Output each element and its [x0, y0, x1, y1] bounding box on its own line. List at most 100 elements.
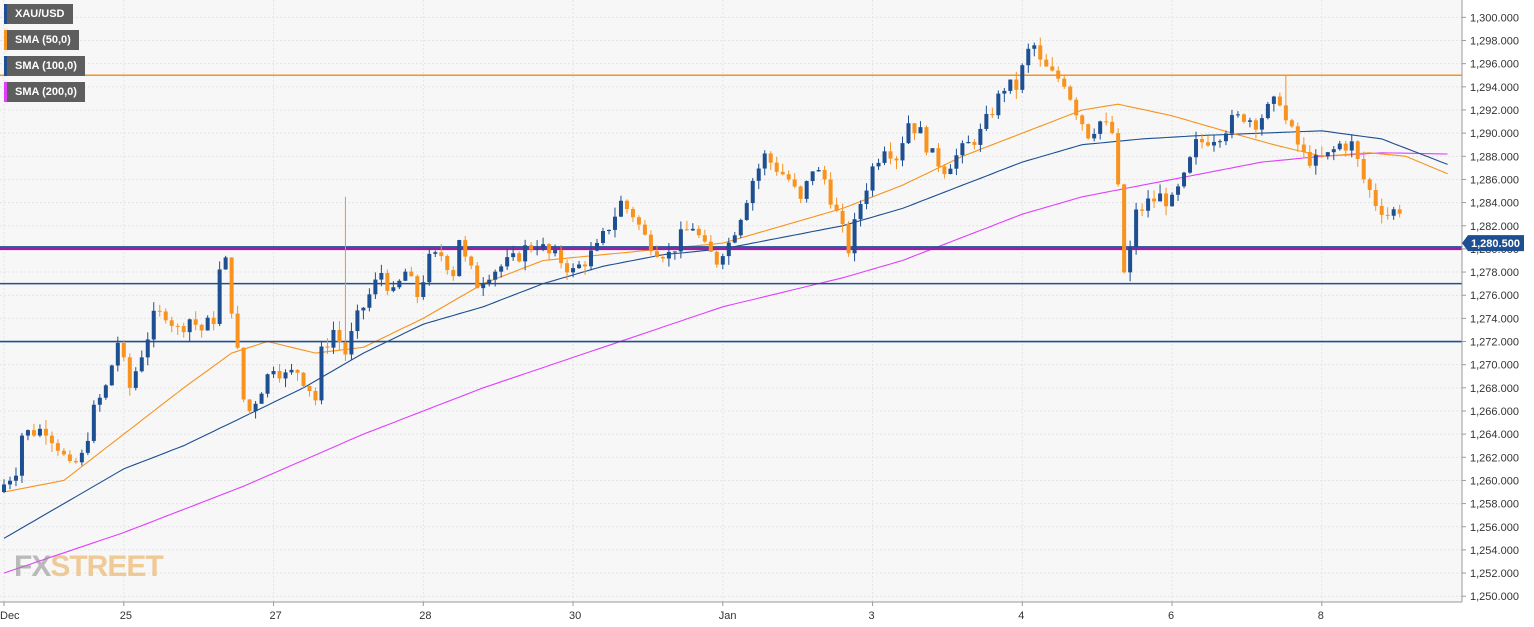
candle-body	[936, 148, 941, 167]
candle-body	[618, 200, 623, 217]
candle-body	[648, 234, 653, 252]
candle-body	[678, 229, 683, 252]
candle-body	[780, 171, 785, 175]
candle-body	[91, 404, 96, 441]
y-tick-label: 1,250.000	[1470, 591, 1519, 603]
candle-body	[109, 365, 114, 386]
candle-body	[367, 294, 372, 308]
candle-body	[744, 203, 749, 220]
legend-label: SMA (200,0)	[15, 86, 77, 98]
y-tick-label: 1,272.000	[1470, 337, 1519, 349]
y-tick-label: 1,286.000	[1470, 174, 1519, 186]
candle-body	[894, 158, 899, 161]
candle-body	[1223, 133, 1228, 142]
candle-body	[660, 256, 665, 259]
candle-body	[343, 342, 348, 355]
candle-body	[1002, 90, 1007, 94]
candle-body	[684, 229, 689, 231]
candle-body	[547, 244, 552, 254]
candle-body	[822, 170, 827, 180]
candle-body	[624, 200, 629, 209]
candle-body	[409, 271, 414, 277]
candle-body	[1325, 152, 1330, 157]
candle-body	[702, 235, 707, 242]
candle-body	[1104, 121, 1109, 123]
candle-body	[900, 143, 905, 161]
x-tick-label: 30	[569, 610, 581, 622]
candle-body	[337, 329, 342, 343]
y-tick-label: 1,284.000	[1470, 198, 1519, 210]
legend-item-sma50[interactable]: SMA (50,0)	[4, 30, 79, 50]
candle-body	[984, 113, 989, 129]
x-tick-label: Jan	[719, 610, 737, 622]
candle-body	[1164, 193, 1169, 207]
candle-body	[1241, 114, 1246, 122]
candle-body	[1397, 209, 1402, 214]
y-tick-label: 1,264.000	[1470, 429, 1519, 441]
legend-item-sma200[interactable]: SMA (200,0)	[4, 82, 85, 102]
candle-body	[930, 148, 935, 153]
candle-body	[163, 311, 168, 321]
candle-body	[349, 331, 354, 355]
candle-body	[529, 245, 534, 250]
y-tick-label: 1,290.000	[1470, 128, 1519, 140]
candle-body	[121, 342, 126, 358]
candle-body	[1283, 105, 1288, 121]
candle-body	[331, 329, 336, 348]
candle-body	[133, 371, 138, 388]
candle-body	[43, 428, 48, 436]
candle-body	[391, 287, 396, 291]
candle-body	[1074, 99, 1079, 116]
price-tag-box	[1462, 235, 1524, 252]
candle-body	[1128, 246, 1133, 273]
candle-body	[1200, 139, 1204, 143]
candle-body	[1182, 172, 1187, 187]
candle-body	[1379, 205, 1384, 215]
candle-body	[265, 374, 270, 394]
candle-body	[55, 443, 60, 451]
candle-body	[1020, 65, 1025, 90]
x-tick-label: 25	[120, 610, 132, 622]
legend-item-xauusd[interactable]: XAU/USD	[4, 4, 73, 24]
candle-body	[774, 162, 779, 172]
candle-body	[187, 319, 192, 333]
legend-label: SMA (50,0)	[15, 34, 71, 46]
candle-body	[972, 142, 977, 145]
candle-body	[1385, 214, 1390, 216]
legend-swatch	[4, 56, 7, 76]
x-tick-label: 3	[869, 610, 875, 622]
candle-body	[397, 280, 402, 288]
candle-body	[876, 162, 881, 167]
candle-body	[541, 244, 546, 249]
x-axis: Dec 25 27 28 30 Jan 3 4 6 8	[0, 601, 1462, 622]
candle-body	[1259, 118, 1264, 130]
candle-body	[714, 251, 719, 265]
candle-body	[1313, 155, 1318, 166]
candle-body	[1092, 133, 1097, 139]
candle-body	[361, 307, 366, 311]
candle-body	[85, 440, 90, 453]
candle-body	[882, 151, 887, 163]
candle-body	[49, 435, 54, 444]
candle-body	[1176, 186, 1181, 195]
candle-body	[690, 228, 695, 231]
candle-body	[571, 268, 576, 273]
y-tick-label: 1,258.000	[1470, 499, 1519, 511]
candle-body	[1307, 152, 1312, 166]
legend-swatch	[4, 82, 7, 102]
legend-item-sma100[interactable]: SMA (100,0)	[4, 56, 85, 76]
candle-body	[1116, 133, 1121, 185]
candle-body	[1110, 121, 1115, 134]
candle-body	[73, 460, 78, 463]
candle-body	[918, 127, 923, 134]
candle-body	[1134, 209, 1139, 247]
y-tick-label: 1,268.000	[1470, 383, 1519, 395]
y-tick-label: 1,294.000	[1470, 82, 1519, 94]
y-tick-label: 1,270.000	[1470, 360, 1519, 372]
candle-body	[1068, 86, 1073, 100]
candle-body	[1217, 141, 1222, 143]
candle-body	[601, 231, 605, 244]
candle-body	[750, 180, 755, 204]
candle-body	[1170, 194, 1175, 207]
